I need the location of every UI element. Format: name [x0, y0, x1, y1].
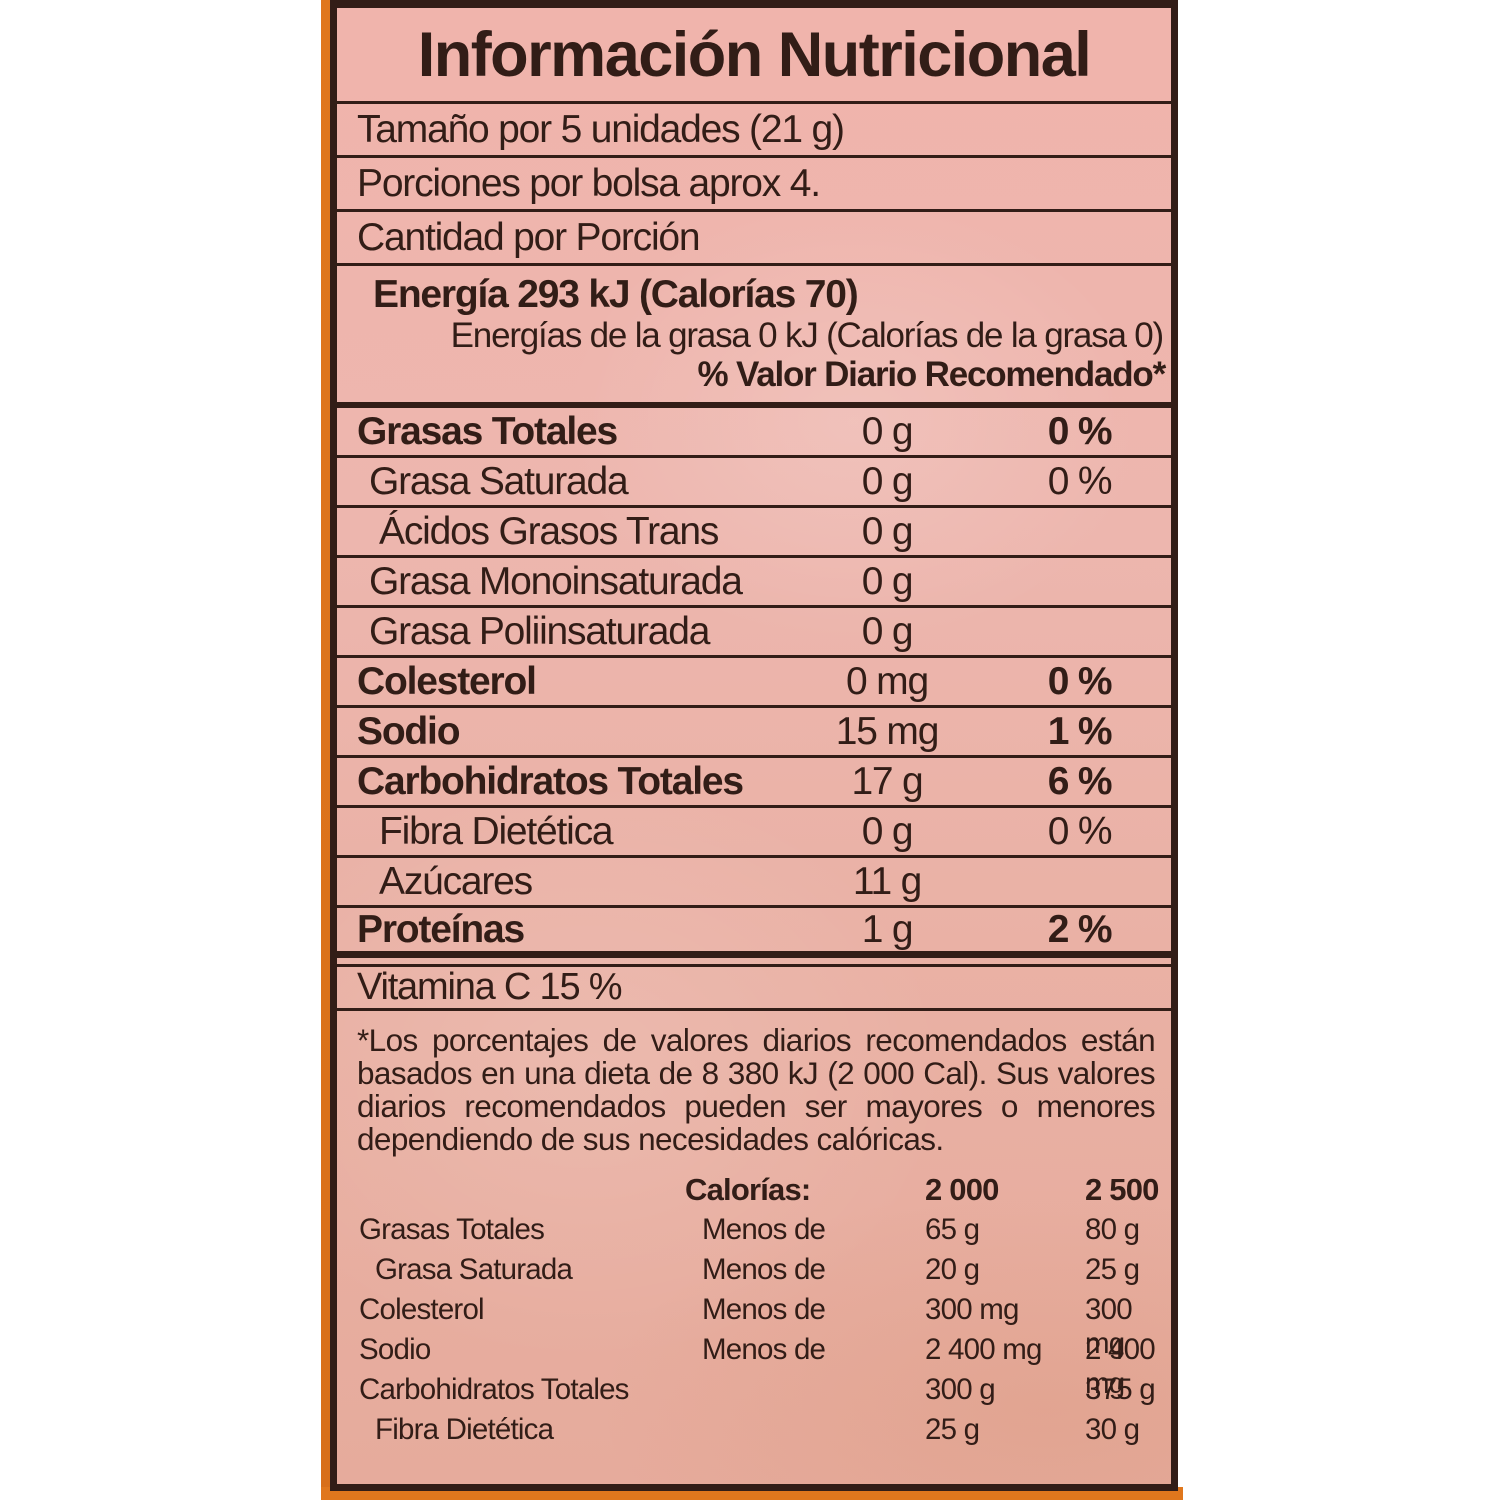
nutrient-dv: 2 % [1047, 907, 1113, 951]
dv-row-sodium: Sodio Menos de 2 400 mg 2 400 mg [337, 1328, 1171, 1400]
dv-row-cholesterol: Colesterol Menos de 300 mg 300 mg [337, 1288, 1171, 1360]
servings-per-bag-row: Porciones por bolsa aprox 4. [337, 158, 1171, 212]
nutrient-row-dietary-fiber: Fibra Dietética 0 g 0 % [337, 808, 1171, 858]
nutrient-name: Colesterol [357, 659, 537, 703]
dv-row-2000: 65 g [925, 1213, 980, 1246]
energy-value: Energía 293 kJ (Calorías 70) [373, 273, 859, 316]
dv-row-2000: 300 g [925, 1373, 996, 1406]
daily-values-table-header: Calorías: 2 000 2 500 [337, 1166, 1171, 1208]
dv-row-2500: 25 g [1085, 1253, 1140, 1286]
daily-values-table: Calorías: 2 000 2 500 Grasas Totales Men… [337, 1166, 1171, 1448]
dv-row-dietary-fiber: Fibra Dietética 25 g 30 g [337, 1408, 1171, 1448]
nutrient-amount: 11 g [852, 859, 922, 903]
nutrient-name: Azúcares [379, 859, 533, 903]
section-divider [337, 958, 1171, 967]
nutrient-name: Grasa Poliinsaturada [369, 609, 710, 653]
daily-value-header: % Valor Diario Recomendado* [697, 355, 1167, 394]
dv-row-2500: 30 g [1085, 1413, 1140, 1446]
nutrient-row-protein: Proteínas 1 g 2 % [337, 908, 1171, 958]
dv-row-qualifier: Menos de [702, 1333, 826, 1366]
dv-row-name: Sodio [359, 1333, 431, 1366]
vitamin-c-row: Vitamina C 15 % [337, 966, 1171, 1011]
nutrient-name: Grasas Totales [357, 409, 618, 453]
dv-row-2500: 300 mg [1085, 1293, 1133, 1360]
dv-row-name: Colesterol [359, 1293, 485, 1326]
nutrient-name: Grasa Monoinsaturada [369, 559, 743, 603]
dv-row-2000: 25 g [925, 1413, 980, 1446]
nutrient-row-sugars: Azúcares 11 g [337, 858, 1171, 908]
nutrient-name: Carbohidratos Totales [357, 759, 744, 803]
nutrient-amount: 0 g [861, 459, 914, 503]
energy-block: Energía 293 kJ (Calorías 70) Energías de… [337, 266, 1171, 408]
nutrient-row-total-fat: Grasas Totales 0 g 0 % [337, 408, 1171, 458]
dv-row-2000: 300 mg [925, 1293, 1019, 1326]
dv-row-name: Grasa Saturada [375, 1253, 573, 1286]
dv-row-total-fat: Grasas Totales Menos de 65 g 80 g [337, 1208, 1171, 1248]
nutrient-row-polyunsaturated-fat: Grasa Poliinsaturada 0 g [337, 608, 1171, 658]
dv-row-2000: 2 400 mg [925, 1333, 1042, 1366]
nutrient-name: Fibra Dietética [379, 809, 614, 853]
nutrient-row-saturated-fat: Grasa Saturada 0 g 0 % [337, 458, 1171, 508]
nutrient-amount: 0 g [861, 809, 914, 853]
calories-header-label: Calorías: [685, 1172, 811, 1207]
dv-row-2000: 20 g [925, 1253, 980, 1286]
dv-row-name: Fibra Dietética [375, 1413, 554, 1446]
calories-2500-header: 2 500 [1085, 1172, 1159, 1207]
nutrient-amount: 0 g [861, 559, 914, 603]
nutrient-row-sodium: Sodio 15 mg 1 % [337, 708, 1171, 758]
calories-2000-header: 2 000 [925, 1172, 999, 1207]
nutrient-row-cholesterol: Colesterol 0 mg 0 % [337, 658, 1171, 708]
dv-row-total-carbs: Carbohidratos Totales 300 g 375 g [337, 1368, 1171, 1408]
amount-per-serving-row: Cantidad por Porción [337, 212, 1171, 266]
nutrient-dv: 0 % [1047, 809, 1113, 853]
label-title: Información Nutricional [337, 8, 1171, 104]
nutrient-amount: 0 g [861, 409, 914, 453]
nutrient-row-total-carbs: Carbohidratos Totales 17 g 6 % [337, 758, 1171, 808]
nutrient-dv: 0 % [1047, 409, 1113, 453]
nutrient-amount: 0 g [861, 609, 914, 653]
nutrient-row-monounsaturated-fat: Grasa Monoinsaturada 0 g [337, 558, 1171, 608]
dv-row-2500: 375 g [1085, 1373, 1156, 1406]
dv-row-qualifier: Menos de [702, 1253, 826, 1286]
nutrient-name: Ácidos Grasos Trans [379, 509, 719, 553]
energy-from-fat: Energías de la grasa 0 kJ (Calorías de l… [450, 316, 1165, 355]
daily-value-footnote: *Los porcentajes de valores diarios reco… [357, 1022, 1156, 1157]
nutrient-dv: 0 % [1047, 459, 1113, 503]
nutrient-dv: 1 % [1047, 709, 1113, 753]
nutrient-amount: 15 mg [835, 709, 940, 753]
dv-row-saturated-fat: Grasa Saturada Menos de 20 g 25 g [337, 1248, 1171, 1288]
nutrient-amount: 17 g [851, 759, 923, 803]
nutrient-dv: 6 % [1047, 759, 1113, 803]
nutrient-amount: 0 mg [846, 659, 929, 703]
nutrition-label: Información Nutricional Tamaño por 5 uni… [330, 0, 1178, 1491]
nutrient-amount: 0 g [861, 509, 914, 553]
dv-row-name: Grasas Totales [359, 1213, 545, 1246]
nutrient-name: Sodio [357, 709, 461, 753]
nutrient-amount: 1 g [861, 907, 914, 951]
nutrient-row-trans-fat: Ácidos Grasos Trans 0 g [337, 508, 1171, 558]
dv-row-2500: 80 g [1085, 1213, 1140, 1246]
dv-row-name: Carbohidratos Totales [359, 1373, 629, 1406]
dv-row-qualifier: Menos de [702, 1213, 826, 1246]
nutrient-dv: 0 % [1047, 659, 1113, 703]
dv-row-2500: 2 400 mg [1085, 1333, 1156, 1400]
dv-row-qualifier: Menos de [702, 1293, 826, 1326]
nutrient-name: Grasa Saturada [369, 459, 629, 503]
serving-size-row: Tamaño por 5 unidades (21 g) [337, 104, 1171, 158]
nutrient-name: Proteínas [357, 907, 525, 951]
